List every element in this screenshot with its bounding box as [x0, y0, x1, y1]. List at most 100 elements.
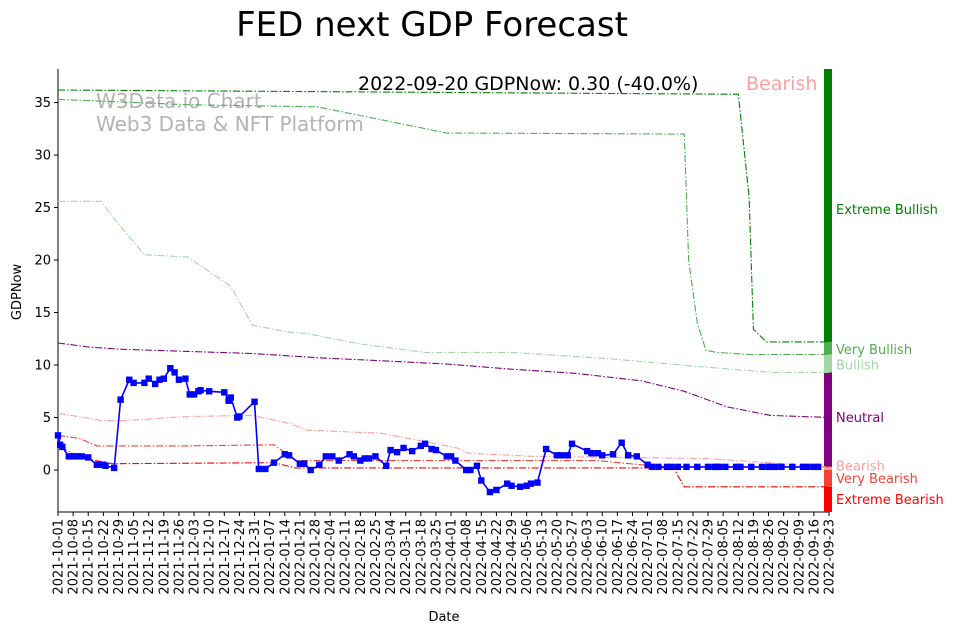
- x-tick-label: 2022-09-16: [807, 519, 822, 595]
- band-label: Extreme Bearish: [836, 493, 944, 508]
- gdpnow-point: [789, 463, 796, 471]
- gdpnow-point: [663, 463, 671, 471]
- gdpnow-point: [350, 453, 358, 460]
- gdpnow-point: [594, 450, 602, 457]
- x-tick-label: 2022-04-15: [475, 519, 490, 595]
- series-line-very-bearish: [57, 434, 829, 468]
- gdpnow-point: [564, 452, 571, 459]
- x-tick-label: 2021-12-17: [218, 519, 233, 595]
- x-tick-label: 2021-10-15: [82, 519, 97, 595]
- gdpnow-point: [54, 432, 62, 439]
- x-tick-label: 2021-10-22: [97, 519, 112, 595]
- gdpnow-point: [568, 440, 576, 447]
- gdpnow-point: [421, 440, 429, 447]
- gdpnow-point: [167, 364, 174, 372]
- band-label: Bearish: [836, 459, 885, 474]
- gdpnow-point: [815, 463, 822, 471]
- gdpnow-point: [618, 439, 625, 446]
- gdpnow-point: [126, 376, 133, 383]
- x-tick-label: 2022-08-26: [762, 519, 777, 595]
- gdpnow-point: [151, 380, 159, 388]
- x-tick-label: 2022-04-22: [490, 519, 505, 595]
- gdpnow-point: [156, 376, 163, 383]
- y-tick-label: 10: [34, 359, 51, 374]
- x-tick-label: 2021-10-29: [112, 519, 127, 595]
- x-tick-label: 2021-12-10: [203, 519, 218, 595]
- gdpnow-point: [262, 465, 269, 473]
- gdpnow-point: [141, 379, 148, 387]
- y-tick-label: 35: [34, 96, 51, 111]
- gdpnow-point: [322, 453, 329, 460]
- gdpnow-point: [588, 450, 595, 457]
- x-tick-label: 2021-11-05: [127, 519, 142, 595]
- status-note: 2022-09-20 GDPNow: 0.30 (-40.0%): [358, 73, 698, 95]
- y-tick-label: 25: [34, 201, 51, 216]
- series-line-very-bullish: [57, 98, 829, 356]
- gdpnow-point: [145, 375, 152, 382]
- gdpnow-point: [583, 447, 591, 455]
- gdpnow-point: [771, 463, 779, 471]
- gdpnow-point: [270, 459, 278, 466]
- gdpnow-point: [190, 391, 198, 398]
- gdpnow-point: [527, 480, 535, 487]
- gdpnow-point: [335, 457, 342, 464]
- x-tick-label: 2022-02-04: [324, 519, 339, 595]
- series-line-extreme-bearish: [57, 433, 829, 488]
- gdpnow-point: [534, 479, 541, 486]
- gdpnow-point: [93, 461, 101, 468]
- gdpnow-point: [648, 463, 656, 471]
- gdpnow-point: [428, 445, 435, 453]
- gdpnow-point: [443, 453, 450, 460]
- x-tick-label: 2022-05-20: [550, 519, 565, 595]
- gdpnow-point: [393, 448, 401, 456]
- x-tick-label: 2022-09-09: [792, 519, 807, 595]
- gdpnow-point: [69, 453, 77, 460]
- gdpnow-point: [715, 463, 723, 471]
- x-tick-label: 2021-10-08: [67, 519, 82, 595]
- band-segment: [824, 486, 832, 512]
- band-label: Very Bullish: [836, 343, 912, 358]
- gdpnow-point: [778, 463, 785, 471]
- gdpnow-point: [508, 482, 515, 489]
- gdpnow-point: [758, 463, 766, 471]
- x-tick-label: 2022-06-10: [596, 519, 611, 595]
- chart-title: FED next GDP Forecast: [236, 5, 628, 45]
- gdpnow-point: [301, 460, 308, 467]
- x-tick-label: 2022-06-03: [581, 519, 596, 595]
- x-tick-label: 2022-05-27: [566, 519, 581, 595]
- band-segment: [824, 354, 832, 373]
- series-line-bearish: [57, 412, 830, 468]
- x-tick-label: 2021-11-19: [157, 519, 172, 595]
- gdpnow-point: [186, 391, 193, 398]
- gdpnow-point: [110, 464, 118, 472]
- x-tick-label: 2022-05-06: [520, 519, 535, 595]
- gdpnow-point: [655, 463, 662, 471]
- gdpnow-point: [799, 463, 807, 471]
- x-tick-label: 2021-10-01: [52, 519, 67, 595]
- gdpnow-point: [810, 463, 818, 471]
- y-axis-label: GDPNow: [10, 264, 25, 321]
- gdpnow-point: [65, 453, 72, 460]
- gdpnow-point: [281, 451, 288, 458]
- gdpnow-point: [624, 452, 632, 459]
- gdpnow-point: [722, 463, 729, 471]
- band-segment: [824, 341, 832, 355]
- gdpnow-point: [452, 457, 459, 464]
- gdpnow-point: [486, 488, 494, 496]
- x-tick-label: 2022-07-29: [702, 519, 717, 595]
- gdpnow-point: [737, 463, 744, 471]
- gdpnow-point: [558, 452, 565, 459]
- x-axis-label: Date: [428, 610, 459, 625]
- gdpnow-point: [609, 451, 617, 458]
- x-tick-label: 2021-11-12: [142, 519, 157, 595]
- gdpnow-point: [197, 387, 204, 394]
- gdpnow-point: [400, 444, 407, 452]
- x-tick-label: 2022-01-14: [278, 519, 293, 595]
- x-tick-label: 2022-09-23: [823, 519, 838, 595]
- x-tick-label: 2021-12-03: [188, 519, 203, 595]
- y-tick-label: 30: [34, 149, 51, 164]
- x-tick-label: 2022-01-07: [263, 519, 278, 595]
- gdpnow-point: [432, 446, 440, 454]
